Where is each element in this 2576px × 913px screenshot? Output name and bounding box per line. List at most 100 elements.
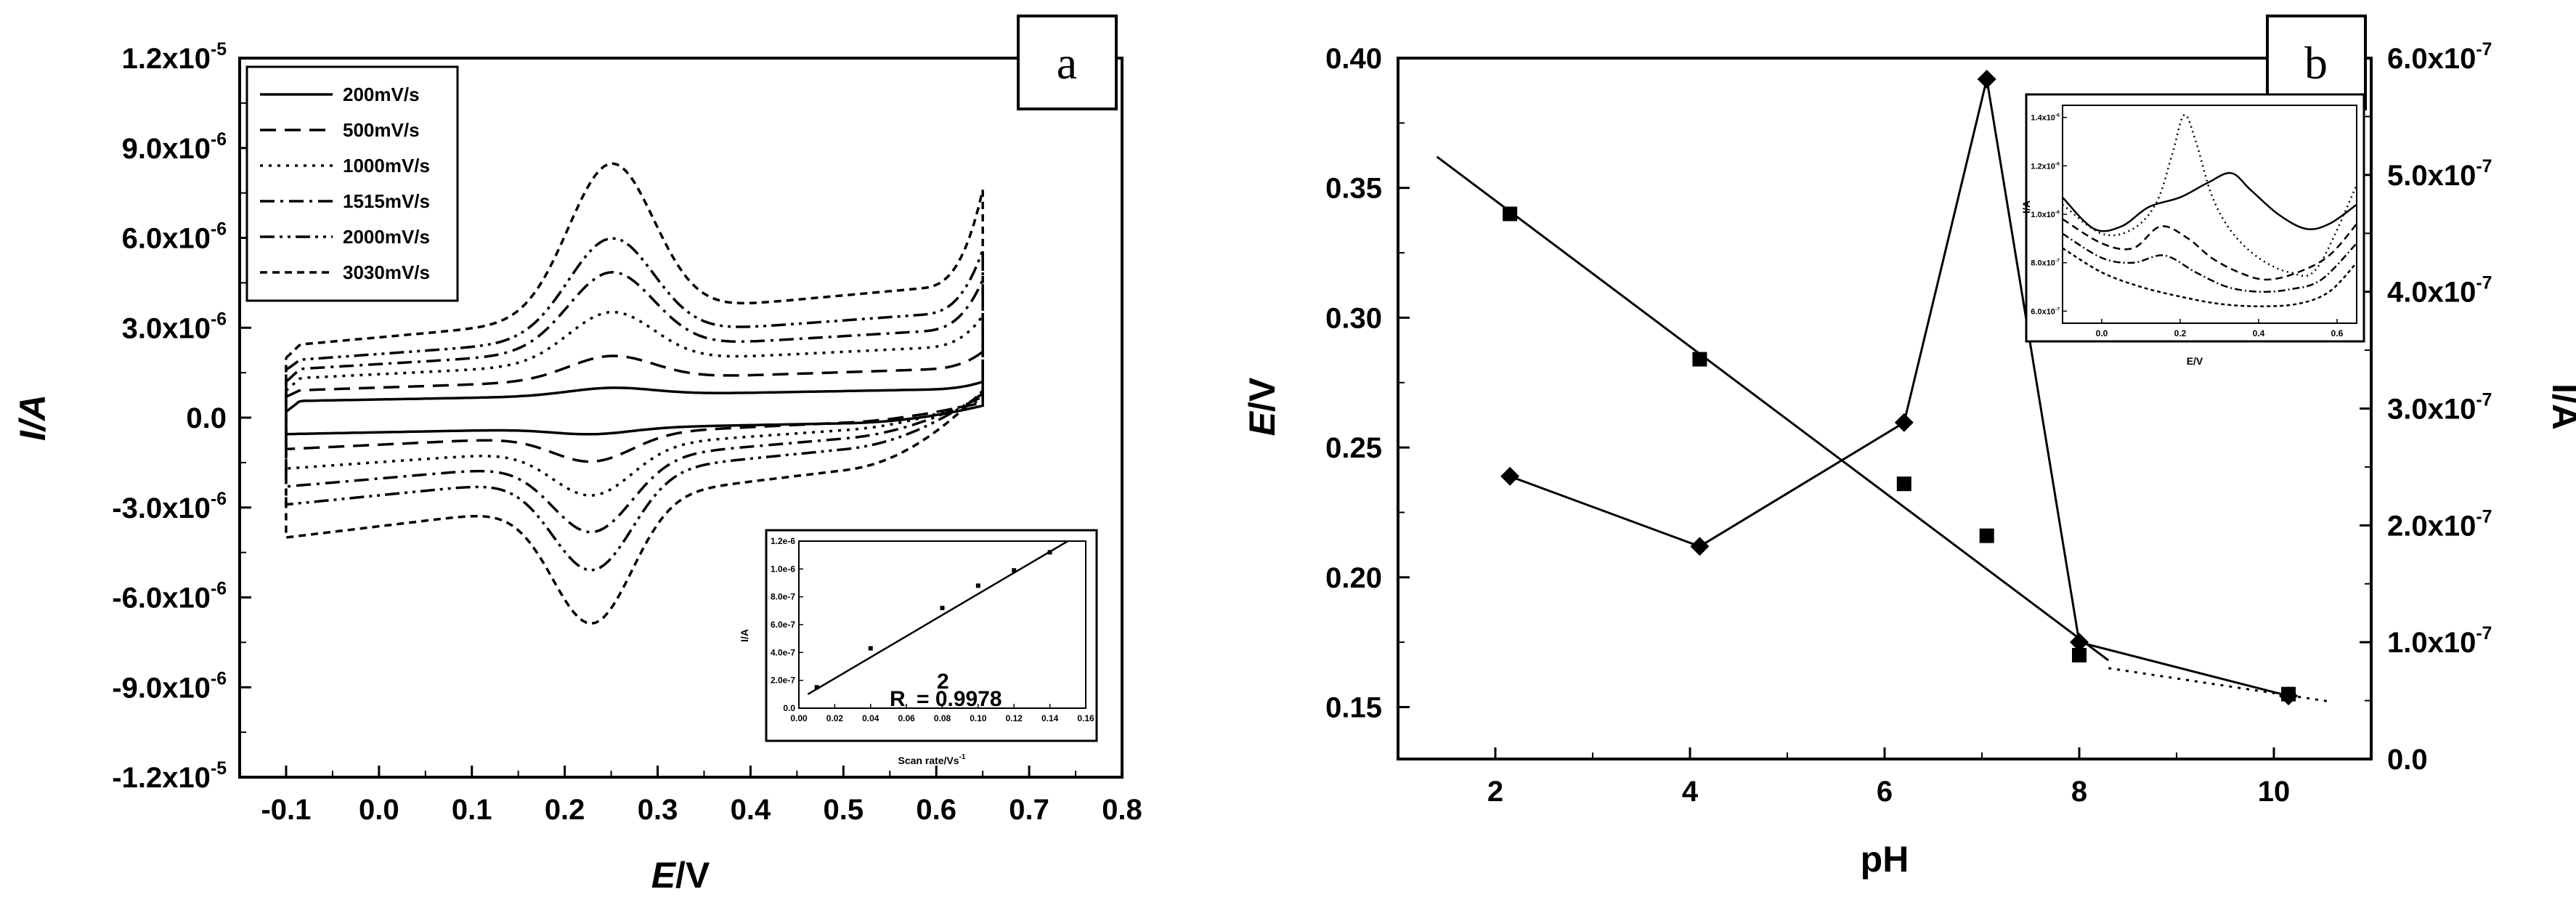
panel-a-cv-curve: [285, 270, 984, 534]
panel-b-y-tick-label: 0.35: [1325, 173, 1382, 205]
panel-a-legend-label: 500mV/s: [343, 119, 420, 141]
panel-b-y-tick-label: 0.15: [1325, 692, 1382, 724]
panel-a-chart: -0.1 0.0 0.1 0.2 0.3 0.4 0.5 0.6 0.7 0.8 -1.2x10-5…: [12, 15, 1142, 896]
panel-a-x-tick-label: 0.2: [545, 794, 585, 826]
panel-a-y-tick-label: -1.2x10-5: [112, 759, 227, 794]
panel-b-inset-y-tick-label: 1.2x10-6: [2031, 161, 2060, 171]
panel-b-right-y-axis-label: I/A: [2545, 384, 2576, 430]
panel-b-square-point: [1979, 528, 1994, 543]
panel-a-inset-fit-line: [807, 540, 1068, 695]
panel-a-inset-point: [975, 583, 980, 588]
panel-b-x-tick-label: 6: [1877, 776, 1893, 808]
panel-b-diamond-series-line: [1509, 78, 2289, 697]
panel-a-x-tick-label: 0.1: [452, 794, 492, 826]
panel-a-letter-box: a: [1017, 15, 1118, 110]
panel-a-y-tick-label: -6.0x10-6: [112, 580, 227, 614]
panel-a-x-tick-label: 0.8: [1102, 794, 1142, 826]
panel-a-cv-curve: [285, 162, 984, 625]
panel-a-inset-r2-sup: 2: [937, 670, 949, 694]
panel-a-cv-curve: [285, 349, 984, 463]
panel-b-y-tick-label: 0.40: [1325, 43, 1382, 75]
panel-a-inset-x-tick-label: 0.14: [1041, 713, 1059, 723]
panel-a-x-tick-label: 0.5: [824, 794, 864, 826]
panel-a-inset-point: [1047, 550, 1052, 555]
panel-b-square-point: [2281, 686, 2296, 702]
panel-b-inset-x-tick-label: 0.6: [2331, 328, 2344, 338]
panel-b-inset-curve: [2062, 247, 2357, 307]
panel-a-inset-frame: [765, 529, 1098, 742]
panel-a-x-tick-label: 0.6: [916, 794, 956, 826]
panel-b-inset-curve: [2062, 232, 2357, 293]
panel-b-x-tick-label: 4: [1682, 776, 1699, 808]
panel-b-diamond-point: [2070, 633, 2089, 652]
panel-b-inset-x-tick-label: 0.4: [2253, 328, 2265, 338]
panel-b-inset-y-label: I/A: [2020, 200, 2032, 214]
panel-a-inset-y-tick-label: 1.2e-6: [771, 536, 795, 546]
panel-a-x-tick-label: 0.7: [1009, 794, 1049, 826]
panel-b-y-tick-label: 0.25: [1325, 432, 1382, 464]
panel-b-inset-x-tick-label: 0.0: [2096, 328, 2108, 338]
panel-a-y-tick-label: 1.2x10-5: [122, 40, 227, 75]
panel-a-legend-label: 200mV/s: [343, 84, 420, 105]
panel-a-y-axis-label: I/A: [12, 394, 53, 441]
panel-a-y-tick-label: 3.0x10-6: [122, 309, 227, 344]
panel-a-inset-point: [868, 646, 873, 651]
panel-a-y-tick-label: 9.0x10-6: [122, 130, 227, 165]
panel-a-legend-label: 1515mV/s: [343, 190, 430, 212]
panel-b-right-y-tick-label: 0.0: [2387, 744, 2428, 776]
panel-b-x-axis-label: pH: [1861, 839, 1909, 880]
panel-b-chart: 2 4 6 8 10 0.15 0.20 0.25 0.30 0.35 0.40 0.0 1.0x10-…: [1242, 15, 2576, 880]
panel-a-y-tick-label: -3.0x10-6: [112, 490, 227, 524]
panel-a-inset-r2-value: = 0.9978: [917, 687, 1002, 711]
panel-a-legend-label: 2000mV/s: [343, 226, 430, 248]
panel-a-y-tick-label: 0.0: [186, 402, 227, 434]
panel-a-inset-y-tick-label: 2.0e-7: [771, 675, 795, 686]
panel-a-legend-box: [245, 65, 459, 302]
panel-a-x-tick-label: 0.3: [638, 794, 678, 826]
panel-b-x-tick-label: 2: [1487, 776, 1503, 808]
panel-b-inset-y-tick-label: 8.0x10-7: [2031, 259, 2060, 268]
panel-b-square-point: [1503, 206, 1518, 222]
panel-b-inset-y-tick-label: 6.0x10-7: [2031, 307, 2060, 316]
panel-b-inset: 0.0 0.2 0.4 0.6 6.0x10-7 8.0x10-7 1.0x10-6 1.2x…: [2020, 93, 2365, 367]
panel-a-inset-r2: 2 R = 0.9978: [890, 670, 1002, 711]
panel-a-inset-y-tick-label: 1.0e-6: [771, 564, 795, 574]
panel-b-square-point: [2072, 648, 2087, 663]
panel-b-diamond-point: [1690, 537, 1710, 556]
panel-a-inset-r2-main: R: [890, 687, 906, 711]
panel-b-inset-y-tick-label: 1.4x10-6: [2031, 113, 2060, 123]
panel-b-square-point: [1896, 476, 1911, 492]
panel-b-square-point: [1692, 352, 1707, 367]
panel-a-legend-label: 3030mV/s: [343, 261, 430, 283]
panel-a-inset-x-tick-label: 0.02: [826, 713, 844, 723]
panel-a-inset-point: [1012, 568, 1017, 573]
panel-b-right-y-tick-label: 1.0x10-7: [2387, 624, 2492, 659]
panel-b-inset-curve: [2062, 114, 2358, 277]
panel-a-inset-y-tick-label: 6.0e-7: [771, 620, 795, 630]
panel-b-x-tick-label: 8: [2071, 776, 2087, 808]
panel-b-y-axis-label: E/V: [1242, 377, 1283, 436]
panel-b-diamond-point: [1500, 466, 1520, 486]
panel-a-inset-point: [940, 606, 945, 610]
panel-a-inset-point: [814, 685, 819, 690]
panel-b-right-y-tick-label: 2.0x10-7: [2387, 507, 2492, 542]
panel-b-diamond-point: [1894, 413, 1914, 432]
panel-a-inset-x-tick-label: 0.04: [862, 713, 879, 723]
panel-b-right-y-tick-label: 3.0x10-7: [2387, 391, 2492, 426]
panel-a-legend-label: 1000mV/s: [343, 155, 430, 176]
panel-a-legend: 200mV/s 500mV/s 1000mV/s 1515mV/s 2000mV/s 30…: [245, 65, 459, 302]
panel-a-x-axis-label: E/V: [651, 855, 710, 896]
panel-b-inset-curve: [2062, 171, 2357, 232]
panel-a-inset-x-tick-label: 0.12: [1006, 713, 1023, 723]
panel-b-inset-y-tick-label: 1.0x10-6: [2031, 210, 2060, 219]
panel-b-inset-frame: [2025, 93, 2365, 343]
panel-a-y-tick-label: -9.0x10-6: [112, 669, 227, 704]
panel-b-x-tick-label: 10: [2258, 776, 2291, 808]
panel-b-inset-x-label: E/V: [2187, 355, 2203, 367]
panel-a-cv-curve: [285, 310, 984, 497]
panel-a-inset-x-label: Scan rate/Vs-1: [898, 753, 966, 766]
panel-a-axes: -0.1 0.0 0.1 0.2 0.3 0.4 0.5 0.6 0.7 0.8 -1.2x10-5…: [112, 40, 1142, 826]
panel-b-y-tick-label: 0.30: [1325, 302, 1382, 334]
panel-b-right-y-tick-label: 6.0x10-7: [2387, 40, 2492, 75]
